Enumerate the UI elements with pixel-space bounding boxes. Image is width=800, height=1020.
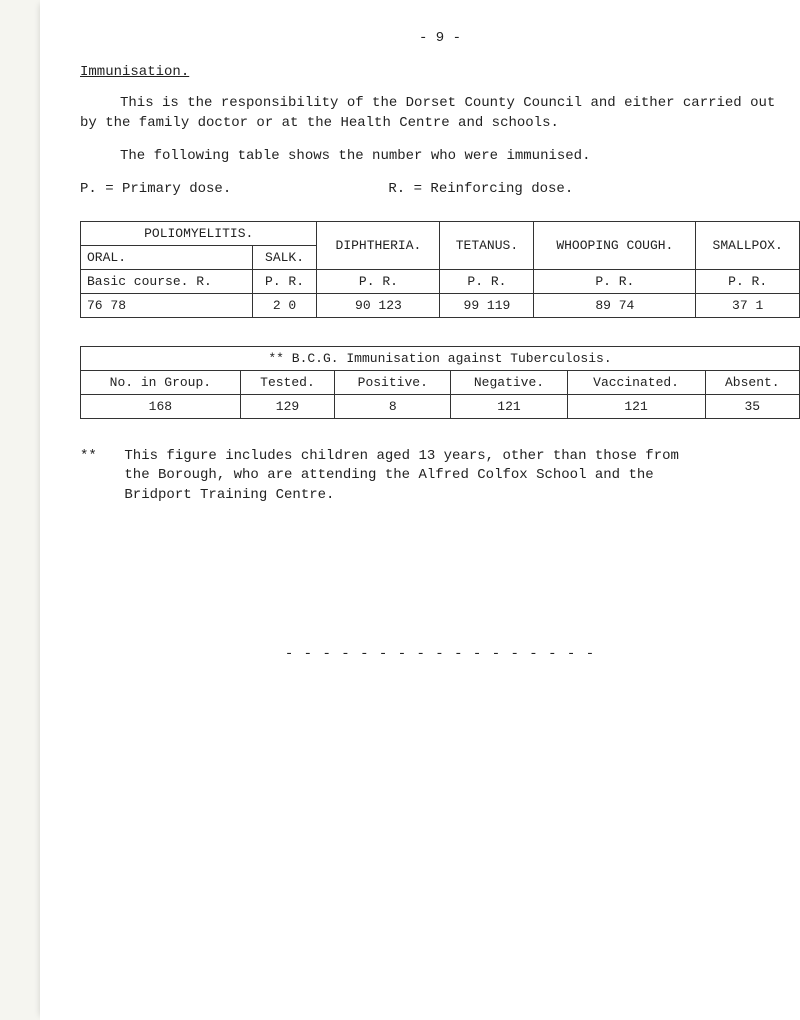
header-poliomyelitis: POLIOMYELITIS. bbox=[81, 221, 317, 245]
bcg-table: ** B.C.G. Immunisation against Tuberculo… bbox=[80, 346, 800, 419]
header-tested: Tested. bbox=[240, 370, 334, 394]
footnote-marker: ** bbox=[80, 447, 116, 467]
footnote-text: This figure includes children aged 13 ye… bbox=[124, 447, 704, 506]
value-smallpox: 37 1 bbox=[696, 293, 800, 317]
header-whooping-cough: WHOOPING COUGH. bbox=[534, 221, 696, 269]
value-positive: 8 bbox=[335, 394, 451, 418]
value-negative: 121 bbox=[451, 394, 567, 418]
label-diph-pr: P. R. bbox=[317, 269, 440, 293]
header-tetanus: TETANUS. bbox=[440, 221, 534, 269]
divider-dashes: - - - - - - - - - - - - - - - - - bbox=[80, 646, 800, 662]
label-salk-pr: P. R. bbox=[252, 269, 317, 293]
document-page: - 9 - Immunisation. This is the responsi… bbox=[40, 0, 800, 1020]
header-negative: Negative. bbox=[451, 370, 567, 394]
value-tetanus: 99 119 bbox=[440, 293, 534, 317]
header-vaccinated: Vaccinated. bbox=[567, 370, 705, 394]
table-row: 168 129 8 121 121 35 bbox=[81, 394, 800, 418]
header-positive: Positive. bbox=[335, 370, 451, 394]
immunisation-table: POLIOMYELITIS. DIPHTHERIA. TETANUS. WHOO… bbox=[80, 221, 800, 318]
header-diphtheria: DIPHTHERIA. bbox=[317, 221, 440, 269]
value-group: 168 bbox=[81, 394, 241, 418]
value-tested: 129 bbox=[240, 394, 334, 418]
header-oral: ORAL. bbox=[81, 245, 253, 269]
paragraph-2: The following table shows the number who… bbox=[80, 147, 800, 167]
paragraph-1: This is the responsibility of the Dorset… bbox=[80, 94, 800, 133]
value-diphtheria: 90 123 bbox=[317, 293, 440, 317]
section-title: Immunisation. bbox=[80, 64, 800, 80]
table-row: ** B.C.G. Immunisation against Tuberculo… bbox=[81, 346, 800, 370]
header-smallpox: SMALLPOX. bbox=[696, 221, 800, 269]
table-row: POLIOMYELITIS. DIPHTHERIA. TETANUS. WHOO… bbox=[81, 221, 800, 245]
table-row: Basic course. R. P. R. P. R. P. R. P. R.… bbox=[81, 269, 800, 293]
bcg-banner: ** B.C.G. Immunisation against Tuberculo… bbox=[81, 346, 800, 370]
table-row: No. in Group. Tested. Positive. Negative… bbox=[81, 370, 800, 394]
value-absent: 35 bbox=[705, 394, 799, 418]
value-vaccinated: 121 bbox=[567, 394, 705, 418]
value-salk: 2 0 bbox=[252, 293, 317, 317]
label-whoop-pr: P. R. bbox=[534, 269, 696, 293]
header-absent: Absent. bbox=[705, 370, 799, 394]
value-whooping: 89 74 bbox=[534, 293, 696, 317]
value-oral: 76 78 bbox=[81, 293, 253, 317]
label-small-pr: P. R. bbox=[696, 269, 800, 293]
label-tet-pr: P. R. bbox=[440, 269, 534, 293]
header-salk: SALK. bbox=[252, 245, 317, 269]
footnote: ** This figure includes children aged 13… bbox=[80, 447, 800, 506]
primary-dose-label: P. = Primary dose. bbox=[80, 181, 380, 197]
dose-legend: P. = Primary dose. R. = Reinforcing dose… bbox=[80, 181, 800, 197]
header-group: No. in Group. bbox=[81, 370, 241, 394]
reinforcing-dose-label: R. = Reinforcing dose. bbox=[388, 181, 573, 197]
table-row: 76 78 2 0 90 123 99 119 89 74 37 1 bbox=[81, 293, 800, 317]
label-basic-course: Basic course. R. bbox=[81, 269, 253, 293]
page-number: - 9 - bbox=[80, 30, 800, 46]
